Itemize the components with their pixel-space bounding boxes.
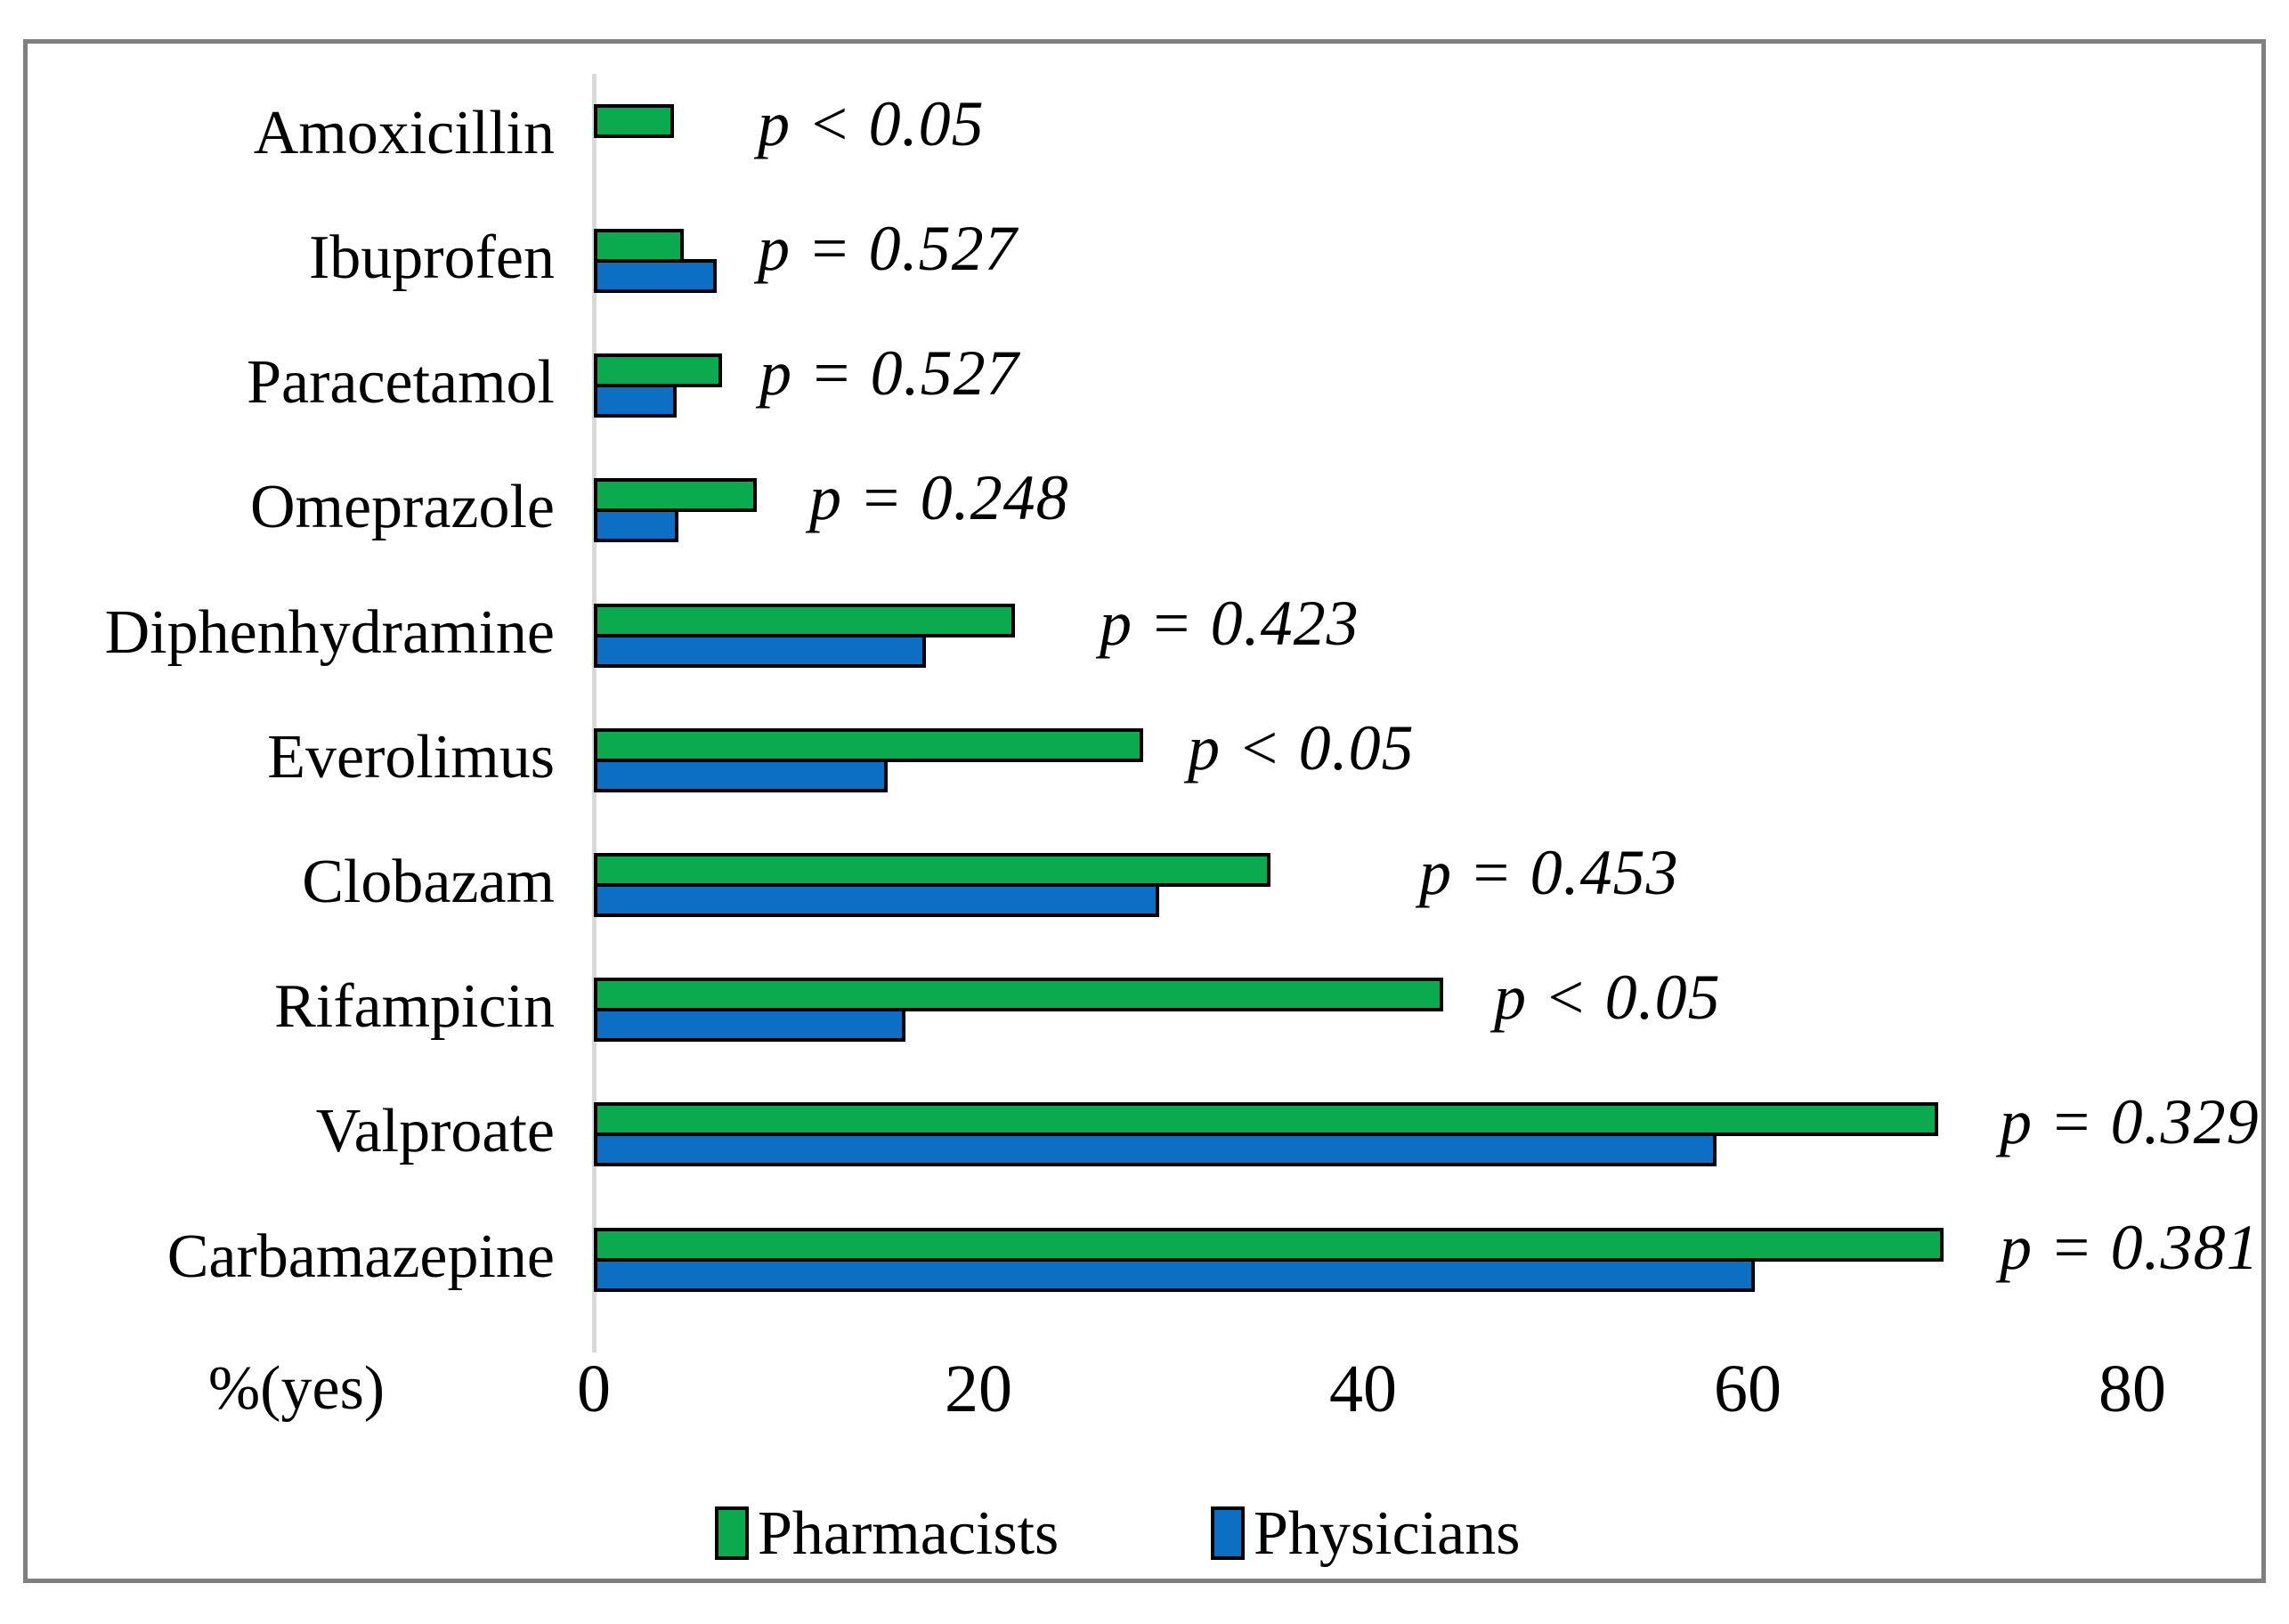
p-value-label: p = 0.527	[759, 337, 1019, 410]
category-label: Paracetamol	[247, 348, 555, 418]
p-value-label: p = 0.527	[758, 213, 1018, 284]
bar-pharmacists	[594, 853, 1270, 887]
p-value-label: p = 0.381	[2000, 1211, 2260, 1283]
p-value-label: p < 0.05	[758, 87, 985, 159]
bar-pharmacists	[594, 1102, 1938, 1137]
x-tick-label: 20	[945, 1352, 1012, 1426]
category-label: Diphenhydramine	[104, 597, 555, 667]
bar-physicians	[594, 508, 678, 543]
legend-label-pharmacists: Pharmacists	[758, 1499, 1059, 1568]
category-label: Valproate	[315, 1097, 555, 1166]
category-label: Amoxicillin	[253, 98, 555, 167]
y-axis-baseline	[592, 74, 597, 1352]
bar-physicians	[594, 758, 888, 792]
legend-swatch-pharmacists-icon	[715, 1506, 749, 1560]
p-value-label: p = 0.329	[2000, 1086, 2260, 1158]
p-value-label: p < 0.05	[1494, 962, 1721, 1034]
category-label: Clobazam	[302, 848, 555, 916]
chart-frame	[23, 39, 2266, 1583]
bar-physicians	[594, 259, 717, 293]
bar-physicians	[594, 384, 677, 418]
bar-pharmacists	[594, 229, 684, 263]
bar-physicians	[594, 1008, 905, 1043]
category-label: Rifampicin	[274, 972, 555, 1042]
x-tick-label: 40	[1329, 1352, 1397, 1426]
legend-label-physicians: Physicians	[1254, 1499, 1521, 1568]
category-label: Ibuprofen	[308, 223, 555, 292]
bar-pharmacists	[594, 603, 1015, 637]
bar-physicians	[594, 1133, 1717, 1167]
bar-pharmacists	[594, 1227, 1944, 1262]
category-label: Carbamazepine	[166, 1222, 555, 1291]
x-tick-label: 0	[577, 1352, 611, 1426]
category-label: Everolimus	[267, 722, 555, 792]
bar-physicians	[594, 1257, 1755, 1292]
p-value-label: p = 0.423	[1100, 587, 1360, 659]
x-axis-title: %(yes)	[207, 1354, 386, 1423]
bar-pharmacists	[594, 103, 674, 138]
bar-pharmacists	[594, 353, 722, 388]
legend-swatch-physicians-icon	[1211, 1506, 1245, 1560]
bar-pharmacists	[594, 727, 1143, 762]
category-label: Omeprazole	[249, 473, 555, 542]
bar-pharmacists	[594, 478, 757, 513]
p-value-label: p < 0.05	[1188, 711, 1415, 784]
p-value-label: p = 0.453	[1419, 837, 1679, 908]
legend: Pharmacists Physicians	[0, 1485, 2289, 1583]
bar-pharmacists	[594, 978, 1443, 1012]
x-tick-label: 60	[1714, 1352, 1782, 1426]
bar-physicians	[594, 883, 1159, 917]
x-tick-label: 80	[2098, 1352, 2166, 1426]
bar-physicians	[594, 633, 926, 668]
p-value-label: p = 0.248	[809, 462, 1069, 534]
